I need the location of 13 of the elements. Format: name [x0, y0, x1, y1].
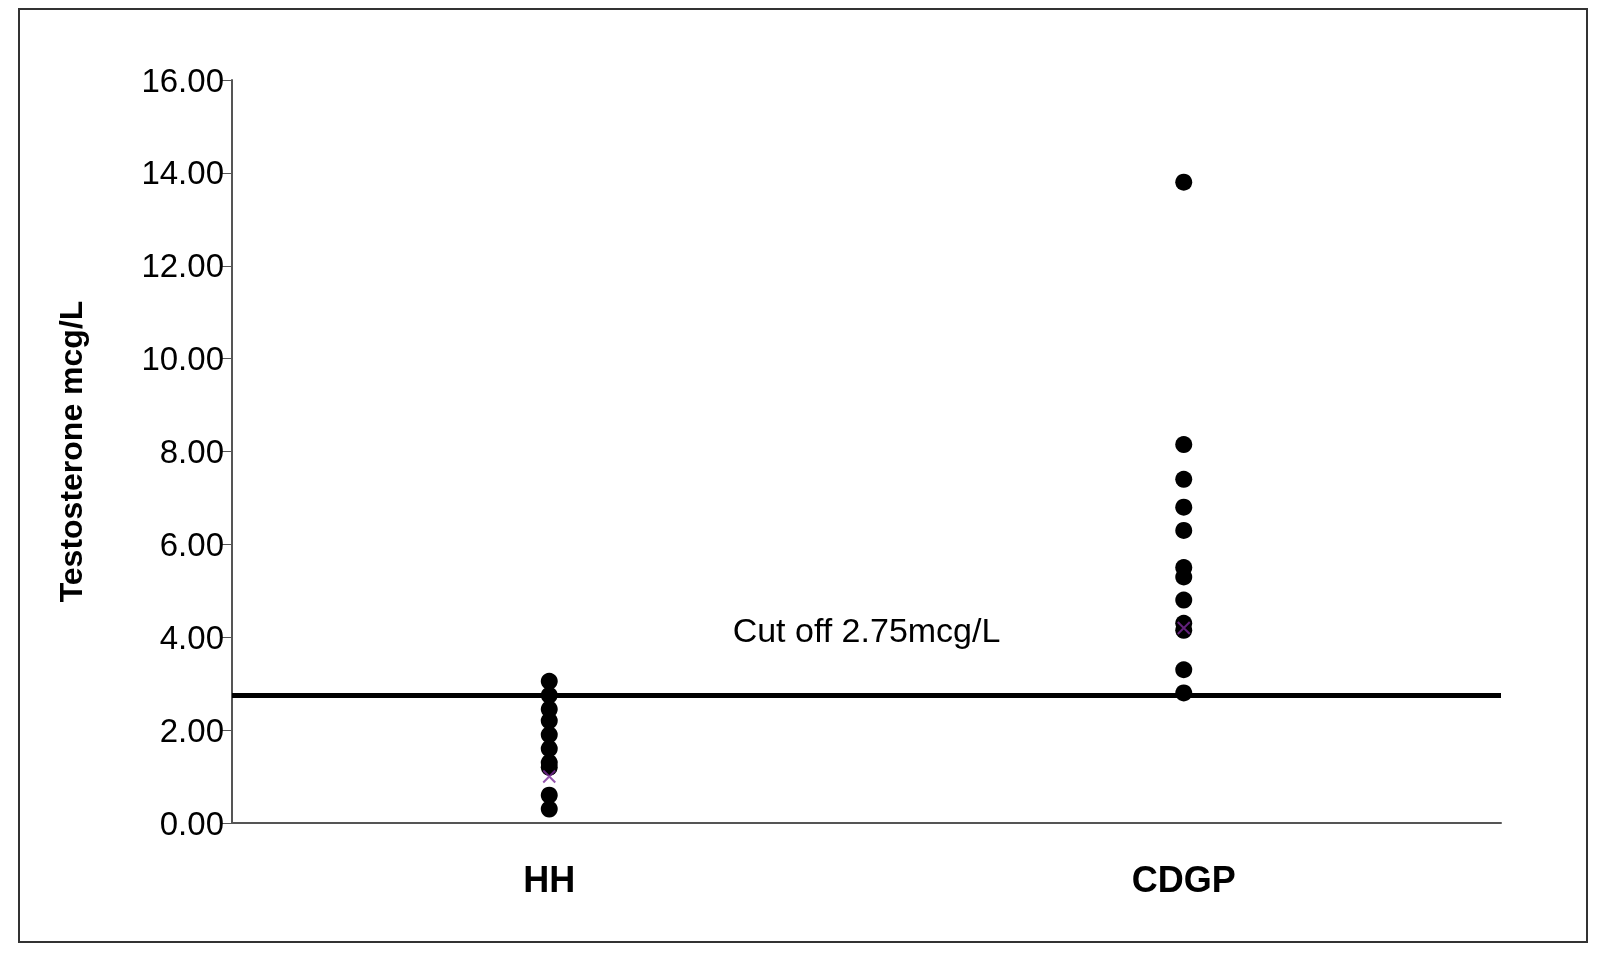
y-tick-label: 16.00 — [141, 61, 224, 99]
x-tick-label: CDGP — [1131, 858, 1236, 900]
y-tick-label: 2.00 — [159, 711, 224, 749]
y-tick-label: 8.00 — [159, 433, 224, 470]
x-tick-label: HH — [523, 858, 576, 900]
y-tick-label: 14.00 — [141, 154, 224, 192]
y-tick-label: 10.00 — [141, 340, 224, 378]
y-axis-title: Testosterone mcg/L — [53, 300, 89, 603]
ref-line-label: Cut off 2.75mcg/L — [732, 611, 1001, 650]
y-tick-label: 6.00 — [159, 525, 224, 563]
y-tick-label: 4.00 — [159, 618, 224, 656]
y-tick-label: 12.00 — [141, 247, 224, 285]
y-tick-label: 0.00 — [159, 804, 224, 842]
